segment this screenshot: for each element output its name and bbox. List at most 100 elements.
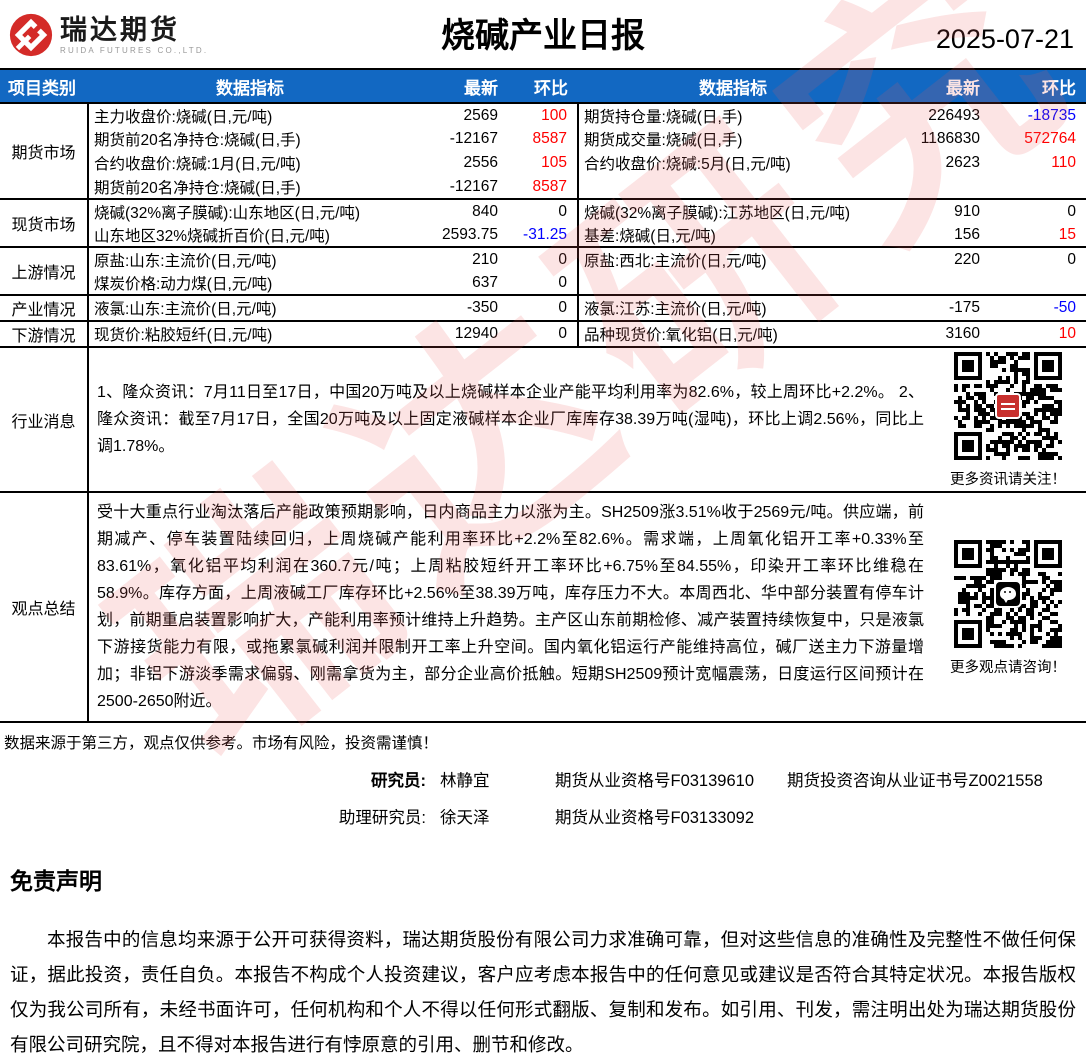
column-header-indicator-left: 数据指标 — [88, 68, 412, 104]
latest-value-cell — [888, 271, 990, 295]
latest-value-cell: 840 — [412, 198, 508, 223]
researcher-row: 研究员: 林静宜 期货从业资格号F03139610 期货投资咨询从业证书号Z00… — [0, 767, 1086, 791]
indicator-cell: 期货持仓量:烧碱(日,手) — [578, 102, 888, 127]
indicator-cell: 合约收盘价:烧碱:5月(日,元/吨) — [584, 156, 791, 173]
latest-value-cell: 220 — [888, 246, 990, 271]
indicator-cell: 烧碱(32%离子膜碱):江苏地区(日,元/吨) — [578, 198, 888, 223]
latest-value-cell: 226493 — [888, 102, 990, 127]
category-cell: 下游情况 — [0, 320, 89, 347]
latest-value-cell: 156 — [954, 225, 980, 243]
latest-value-cell: -175 — [888, 294, 990, 321]
category-cell: 行业消息 — [0, 346, 89, 492]
latest-value-cell: -12167 — [449, 130, 498, 147]
indicator-cell: 期货前20名净持仓:烧碱(日,手) — [94, 132, 301, 149]
latest-value-cell — [888, 175, 990, 199]
table-row: 现货市场 烧碱(32%离子膜碱):山东地区(日,元/吨) 840 0 烧碱(32%离子膜… — [0, 198, 1086, 247]
researcher-name: 徐天泽 — [440, 809, 490, 827]
researcher-cert: 期货投资咨询从业证书号Z0021558 — [787, 772, 1043, 790]
indicator-cell: 煤炭价格:动力煤(日,元/吨) — [94, 275, 273, 293]
change-value-cell: 0 — [508, 294, 579, 321]
latest-value-cell: -350 — [412, 294, 508, 321]
indicator-cell: 原盐:西北:主流价(日,元/吨) — [578, 246, 888, 271]
table-row: 上游情况 原盐:山东:主流价(日,元/吨) 210 0 原盐:西北:主流价(日,元/吨)… — [0, 246, 1086, 295]
indicator-cell — [578, 175, 888, 199]
column-header-latest-left: 最新 — [412, 68, 508, 104]
indicator-cell: 现货价:粘胶短纤(日,元/吨) — [88, 320, 412, 347]
industry-news-row: 行业消息 1、隆众资讯：7月11日至17日，中国20万吨及以上烧碱样本企业产能平均… — [0, 346, 1086, 492]
change-value-cell: 15 — [1058, 225, 1076, 243]
latest-value-cell: 210 — [412, 246, 508, 271]
wechat-icon — [994, 579, 1022, 608]
table-row: 期货前20名净持仓:烧碱(日,手) -12167 8587 期货成交量:烧碱(日,手)… — [0, 127, 1086, 151]
category-cell: 产业情况 — [0, 294, 89, 321]
indicator-cell: 山东地区32%烧碱折百价(日,元/吨) — [94, 227, 330, 245]
indicator-cell: 品种现货价:氧化铝(日,元/吨) — [578, 320, 888, 347]
change-value-cell: 0 — [508, 271, 579, 295]
researcher-name: 林静宜 — [440, 772, 490, 790]
table-row: 山东地区32%烧碱折百价(日,元/吨) 2593.75 -31.25 基差:烧碱(日,… — [0, 223, 1086, 247]
change-value-cell: 8587 — [508, 175, 579, 199]
indicator-cell: 基差:烧碱(日,元/吨) — [584, 227, 716, 245]
change-value-cell: -50 — [990, 294, 1086, 321]
change-value-cell — [990, 271, 1086, 295]
researcher-role: 助理研究员: — [338, 809, 426, 827]
change-value-cell: 0 — [508, 198, 579, 223]
column-header-indicator-right: 数据指标 — [578, 68, 888, 104]
researcher-cert: 期货从业资格号F03139610 — [555, 772, 754, 790]
indicator-cell: 主力收盘价:烧碱(日,元/吨) — [88, 102, 412, 127]
data-source-note: 数据来源于第三方，观点仅供参考。市场有风险，投资需谨慎！ — [4, 735, 439, 752]
category-cell: 观点总结 — [0, 491, 89, 723]
latest-value-cell: 1186830 — [920, 130, 980, 147]
change-value-cell: -18735 — [990, 102, 1086, 127]
table-row: 期货市场 主力收盘价:烧碱(日,元/吨) 2569 100 期货持仓量:烧碱(日,手) 2… — [0, 102, 1086, 199]
researcher-cert: 期货从业资格号F03133092 — [555, 809, 754, 827]
change-value-cell: 10 — [990, 320, 1086, 347]
column-header-change-right: 环比 — [990, 68, 1086, 104]
page-title: 烧碱产业日报 — [441, 17, 645, 55]
industry-news-text: 1、隆众资讯：7月11日至17日，中国20万吨及以上烧碱样本企业产能平均利用率为… — [97, 384, 924, 455]
change-value-cell: -31.25 — [508, 223, 579, 247]
logo-company-name: 瑞达期货 — [60, 14, 180, 45]
report-header: 瑞达期货 RUIDA FUTURES CO.,LTD. 烧碱产业日报 2025-… — [0, 0, 1086, 68]
qr-center-logo — [995, 393, 1021, 419]
column-header-change-left: 环比 — [508, 68, 578, 104]
latest-value-cell: 12940 — [412, 320, 508, 347]
change-value-cell: 0 — [990, 246, 1086, 271]
latest-value-cell: 2593.75 — [441, 225, 498, 243]
table-row: 下游情况 现货价:粘胶短纤(日,元/吨) 12940 0 品种现货价:氧化铝(日,元/吨… — [0, 320, 1086, 347]
summary-row: 观点总结 受十大重点行业淘汰落后产能政策预期影响，日内商品主力以涨为主。SH250… — [0, 491, 1086, 723]
indicator-cell: 期货前20名净持仓:烧碱(日,手) — [94, 179, 301, 197]
change-value-cell: 8587 — [508, 127, 579, 151]
company-logo: 瑞达期货 RUIDA FUTURES CO.,LTD. — [8, 12, 208, 58]
summary-content: 受十大重点行业淘汰落后产能政策预期影响，日内商品主力以涨为主。SH2509涨3.… — [88, 491, 1086, 723]
latest-value-cell: 2556 — [463, 154, 498, 171]
qr-code — [952, 350, 1064, 462]
change-value-cell: 110 — [1051, 154, 1076, 171]
indicator-cell: 液氯:江苏:主流价(日,元/吨) — [578, 294, 888, 321]
change-value-cell — [990, 175, 1086, 199]
table-row: 产业情况 液氯:山东:主流价(日,元/吨) -350 0 液氯:江苏:主流价(日,元/吨… — [0, 294, 1086, 321]
report-date: 2025-07-21 — [935, 24, 1074, 54]
column-header-latest-right: 最新 — [888, 68, 990, 104]
researcher-cert — [787, 804, 1086, 828]
table-header-row: 项目类别 数据指标 最新 环比 数据指标 最新 环比 — [0, 68, 1086, 104]
indicator-cell — [578, 271, 888, 295]
indicator-cell: 期货成交量:烧碱(日,手) — [584, 132, 743, 149]
latest-value-cell: 3160 — [888, 320, 990, 347]
change-value-cell: 100 — [508, 102, 579, 127]
change-value-cell: 572764 — [1024, 130, 1076, 147]
latest-value-cell: 637 — [472, 273, 498, 291]
qr-caption: 更多资讯请关注！ — [950, 472, 1066, 488]
data-table: 项目类别 数据指标 最新 环比 数据指标 最新 环比 期货市场 主力收盘价:烧碱(… — [0, 68, 1086, 723]
indicator-cell: 烧碱(32%离子膜碱):山东地区(日,元/吨) — [88, 198, 412, 223]
logo-company-name-en: RUIDA FUTURES CO.,LTD. — [60, 45, 209, 55]
qr-code — [952, 538, 1064, 650]
latest-value-cell: 910 — [888, 198, 990, 223]
category-cell: 现货市场 — [0, 198, 89, 247]
disclaimer-body: 本报告中的信息均来源于公开可获得资料，瑞达期货股份有限公司力求准确可靠，但对这些… — [10, 929, 1076, 1055]
change-value-cell: 0 — [990, 198, 1086, 223]
category-cell: 期货市场 — [0, 102, 89, 199]
disclaimer-heading: 免责声明 — [10, 868, 102, 894]
change-value-cell: 0 — [508, 320, 579, 347]
table-row: 合约收盘价:烧碱:1月(日,元/吨) 2556 105 合约收盘价:烧碱:5月(日,元… — [0, 151, 1086, 175]
